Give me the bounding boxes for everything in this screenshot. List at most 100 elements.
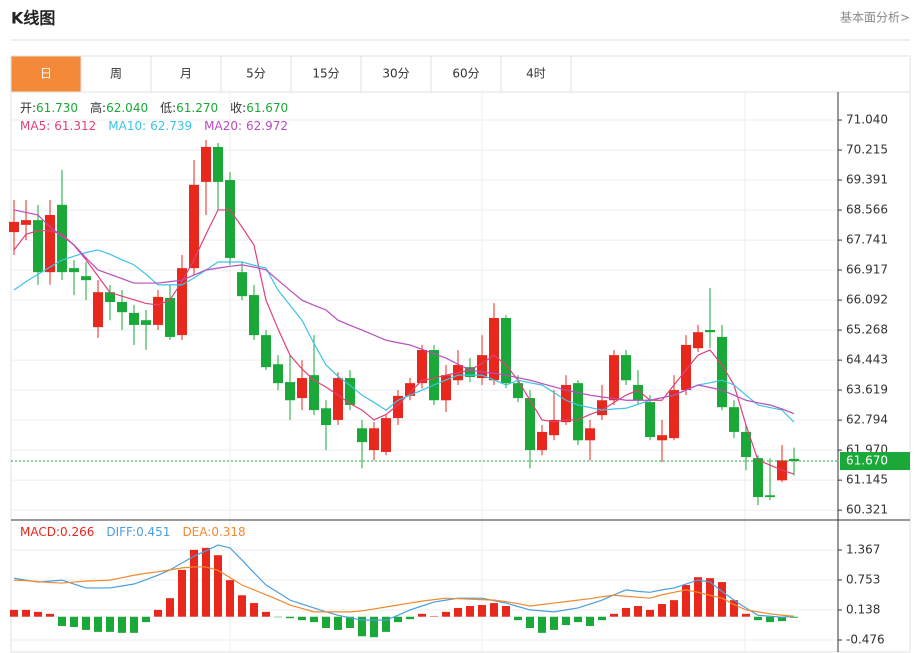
macd-bar [562, 616, 570, 626]
tab[interactable] [80, 55, 152, 93]
tab-label[interactable]: 日 [40, 67, 52, 81]
macd-line [13, 544, 795, 621]
macd-bar [130, 616, 138, 633]
candle-body [513, 383, 523, 399]
candle-body [549, 419, 559, 436]
macd-bar [442, 611, 450, 617]
candle-body [381, 418, 391, 452]
candle-body [417, 350, 427, 384]
legend-name: DEA: [182, 525, 211, 539]
tab-label[interactable]: 30分 [382, 67, 409, 81]
macd-bar [22, 609, 30, 617]
macd-bar [178, 569, 186, 617]
macd-bar [34, 611, 42, 617]
legend-value: 0.266 [60, 525, 94, 539]
tab[interactable] [500, 55, 572, 93]
macd-bar [286, 616, 294, 619]
macd-bar [70, 616, 78, 627]
candle-body [537, 431, 547, 451]
candle-body [177, 268, 187, 336]
candle-body [369, 428, 379, 451]
candle-body [501, 318, 511, 384]
legend-name: MA5: [20, 119, 50, 133]
candle-body [753, 458, 763, 498]
candle-body [765, 495, 775, 498]
candle-body [105, 292, 115, 302]
candle-body [81, 276, 91, 281]
candle-body [705, 330, 715, 333]
macd-bar [670, 600, 678, 617]
macd-bar [478, 605, 486, 617]
macd-bar [694, 577, 702, 617]
tab[interactable] [10, 55, 82, 93]
fundamentals-link[interactable]: 基本面分析> [840, 11, 910, 25]
candle-body [393, 395, 403, 419]
legend-name: 低: [160, 101, 176, 115]
candle-body [141, 320, 151, 325]
y-tick-label: 62.794 [846, 413, 888, 427]
macd-bar [610, 613, 618, 617]
tab-label[interactable]: 周 [110, 67, 122, 81]
ma-line [13, 209, 795, 415]
tab-label[interactable]: 15分 [312, 67, 339, 81]
candle-body [621, 355, 631, 381]
macd-bar [466, 605, 474, 617]
macd-bar [658, 604, 666, 617]
macd-bar [190, 549, 198, 617]
legend-value: 62.739 [150, 119, 192, 133]
tab-label[interactable]: 5分 [246, 67, 266, 81]
legend-value: 0.318 [211, 525, 245, 539]
candle-body [657, 435, 667, 441]
macd-bar [778, 616, 786, 622]
candle-body [645, 402, 655, 438]
candle-body [789, 458, 799, 462]
macd-bar [526, 616, 534, 628]
macd-bar [730, 600, 738, 617]
candle-body [693, 332, 703, 349]
macd-bar [766, 616, 774, 623]
y-tick-label: 64.443 [846, 353, 888, 367]
last-price-label: 61.670 [846, 454, 888, 468]
macd-bar [514, 616, 522, 621]
macd-bar [622, 607, 630, 617]
candle-body [345, 378, 355, 405]
tab-label[interactable]: 4时 [526, 67, 546, 81]
candle-body [333, 378, 343, 420]
candle-body [309, 375, 319, 411]
macd-bar [46, 613, 54, 617]
tab-label[interactable]: 月 [180, 67, 192, 81]
candle-body [57, 204, 67, 273]
legend: 开:61.730 高:62.040 低:61.270 收:61.670 [20, 100, 288, 115]
candle-body [669, 390, 679, 439]
tab-label[interactable]: 60分 [452, 67, 479, 81]
candle-body [441, 375, 451, 401]
candle-body [717, 336, 727, 408]
candle-body [321, 408, 331, 426]
candle-body [273, 364, 283, 384]
macd-bar [214, 555, 222, 617]
last-price-box [840, 452, 910, 471]
tab[interactable] [150, 55, 222, 93]
macd-bar [646, 609, 654, 617]
macd-bar [154, 609, 162, 617]
macd-bar [370, 616, 378, 638]
macd-bar [742, 613, 750, 617]
y-tick-label: 1.367 [846, 542, 880, 556]
macd-bar [634, 605, 642, 617]
macd-bar [790, 616, 798, 618]
legend-name: DIFF: [106, 525, 136, 539]
candle-body [633, 384, 643, 401]
y-tick-label: 69.391 [846, 173, 888, 187]
candle-body [93, 292, 103, 328]
legend-value: 61.270 [176, 101, 218, 115]
macd-bar [706, 578, 714, 617]
candle-body [45, 215, 55, 273]
legend-value: 0.451 [136, 525, 170, 539]
y-tick-label: 67.741 [846, 233, 888, 247]
tab[interactable] [430, 55, 502, 93]
macd-bar [298, 616, 306, 621]
candle-body [477, 355, 487, 379]
legend: MA5: 61.312 MA10: 62.739 MA20: 62.972 [20, 119, 288, 133]
candle-body [153, 296, 163, 325]
macd-line [13, 566, 795, 617]
